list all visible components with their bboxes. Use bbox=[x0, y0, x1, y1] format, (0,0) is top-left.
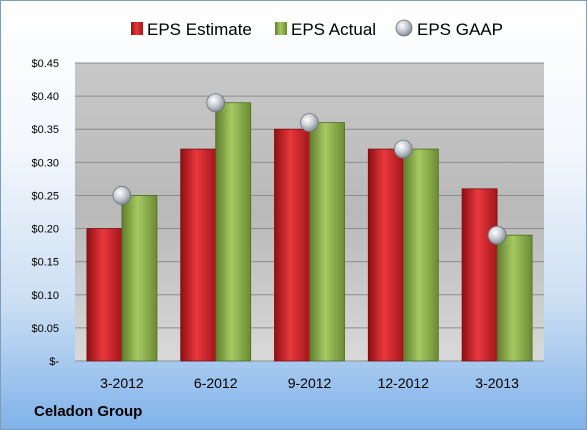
x-tick-label: 12-2012 bbox=[378, 375, 430, 391]
x-tick-label: 3-2013 bbox=[475, 375, 519, 391]
marker-eps-gaap bbox=[206, 93, 226, 113]
bar-eps-actual bbox=[402, 148, 439, 362]
bar-eps-estimate bbox=[367, 148, 404, 362]
bar-eps-estimate bbox=[274, 128, 310, 362]
company-name: Celadon Group bbox=[34, 403, 143, 420]
bar-eps-estimate bbox=[461, 188, 498, 362]
bar-eps-estimate bbox=[180, 148, 217, 362]
y-tick-label: $0.40 bbox=[31, 91, 59, 103]
legend-swatch bbox=[275, 22, 287, 35]
y-tick-label: $- bbox=[49, 356, 59, 368]
y-tick-label: $0.10 bbox=[31, 290, 59, 302]
bar-eps-actual bbox=[215, 102, 252, 362]
x-tick-label: 3-2012 bbox=[100, 375, 144, 391]
bar-eps-actual bbox=[309, 122, 345, 362]
marker-eps-gaap bbox=[487, 225, 507, 245]
marker-eps-gaap bbox=[112, 186, 132, 205]
marker-eps-gaap bbox=[300, 113, 319, 132]
x-tick-label: 6-2012 bbox=[194, 375, 238, 391]
legend-entry: EPS Estimate bbox=[147, 20, 252, 39]
x-tick-label: 9-2012 bbox=[288, 375, 332, 391]
bar-eps-actual bbox=[121, 195, 158, 362]
bar-eps-actual bbox=[496, 234, 533, 362]
legend-swatch bbox=[395, 19, 413, 37]
legend-entry: EPS GAAP bbox=[417, 20, 503, 39]
bar-eps-estimate bbox=[86, 228, 123, 362]
legend-entry: EPS Actual bbox=[291, 20, 376, 39]
legend-swatch bbox=[131, 22, 143, 35]
y-tick-label: $0.25 bbox=[31, 190, 59, 202]
y-tick-label: $0.05 bbox=[31, 323, 59, 335]
y-tick-label: $0.35 bbox=[31, 124, 59, 136]
y-tick-label: $0.30 bbox=[31, 157, 59, 169]
y-tick-label: $0.45 bbox=[31, 58, 59, 70]
y-tick-label: $0.15 bbox=[31, 257, 59, 269]
y-tick-label: $0.20 bbox=[31, 224, 59, 236]
marker-eps-gaap bbox=[393, 139, 413, 159]
